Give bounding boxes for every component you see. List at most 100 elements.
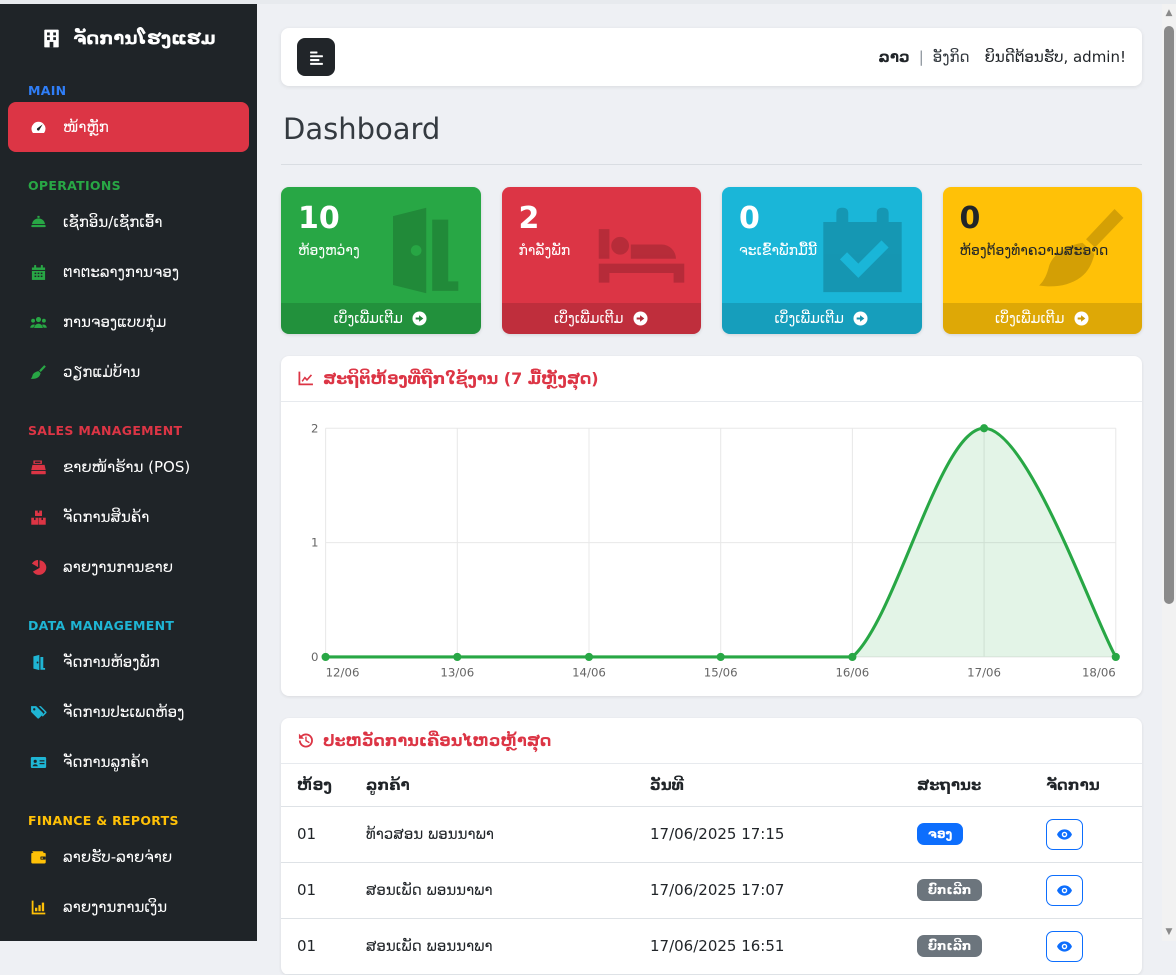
sidebar-item-label: ການຈອງແບບກຸ່ມ (63, 313, 167, 331)
sidebar-item-label: ຈັດການສິນຄ້າ (63, 508, 150, 526)
activity-column-header: ລູກຄ້າ (349, 763, 634, 807)
sidebar-item-label: ຈັດການຫ້ອງພັກ (63, 653, 160, 671)
concierge-bell-icon (28, 214, 48, 231)
sidebar-section-label: FINANCE & REPORTS (28, 813, 179, 828)
calendar-check-icon (815, 203, 910, 298)
id-card-icon (28, 754, 48, 771)
sidebar-item[interactable]: ໜ້າຫຼັກ (8, 102, 249, 152)
activity-panel-header: ປະຫວັດການເຄື່ອນໄຫວຫຼ້າສຸດ (281, 718, 1142, 764)
stat-card-more-link[interactable]: ເບິ່ງເພີ່ມເຕີມ (942, 303, 1142, 334)
stat-card-label: ກຳລັງພັກ (518, 243, 571, 259)
app-brand-label: ຈັດການໂຮງແຮມ (73, 28, 216, 49)
view-button[interactable] (1046, 874, 1084, 906)
sidebar-item[interactable]: ລາຍງານການຂາຍ (8, 542, 249, 592)
door-open-icon (28, 654, 48, 671)
stat-card-more-label: ເບິ່ງເພີ່ມເຕີມ (995, 310, 1065, 327)
chart-area: 0 1 2 12/06 13/06 14/06 15/06 16/06 17/06 18/06 (281, 402, 1142, 696)
eye-icon (1056, 826, 1073, 843)
activity-column-header: ຈັດການ (1030, 763, 1142, 807)
sidebar-item-label: ຂາຍໜ້າຮ້ານ (POS) (63, 458, 191, 476)
stat-card-more-link[interactable]: ເບິ່ງເພີ່ມເຕີມ (501, 303, 701, 334)
svg-text:18/06: 18/06 (1082, 665, 1116, 679)
sidebar-item[interactable]: ລາຍງານການເງິນ (8, 882, 249, 932)
stat-card: 0 ຈະເຂົ້າພັກມື້ນີ້ ເບິ່ງເພີ່ມເຕີມ (722, 187, 922, 334)
stat-card-more-label: ເບິ່ງເພີ່ມເຕີມ (333, 310, 404, 327)
cash-register-icon (28, 459, 48, 476)
stat-card-body: 2 ກຳລັງພັກ (502, 187, 702, 259)
activity-table-header-row: ຫ້ອງ ລູກຄ້າ ວັນທີ ສະຖານະ ຈັດການ (281, 763, 1142, 807)
page-title: Dashboard (283, 112, 441, 146)
stat-card: 0 ຫ້ອງຕ້ອງທຳຄວາມສະອາດ ເບິ່ງເພີ່ມເຕີມ (942, 187, 1142, 334)
actions-cell (1030, 918, 1142, 975)
room-cell: 01 (281, 862, 350, 919)
sidebar-item[interactable]: ຈັດການຫ້ອງພັກ (8, 637, 249, 687)
stat-card-more-link[interactable]: ເບິ່ງເພີ່ມເຕີມ (722, 303, 922, 334)
speedometer-icon (28, 119, 48, 136)
sidebar-item-label: ຈັດການປະເພດຫ້ອງ (63, 703, 185, 721)
arrow-circle-right-icon (1073, 310, 1090, 327)
vertical-scrollbar[interactable]: ▲ ▼ (1162, 4, 1176, 941)
language-current[interactable]: ລາວ (878, 48, 910, 66)
stat-card-value: 10 (298, 201, 340, 236)
sidebar-item[interactable]: ລາຍຮັບ-ລາຍຈ່າຍ (8, 832, 249, 882)
sidebar-section-label: DATA MANAGEMENT (28, 618, 175, 633)
language-switch-link[interactable]: ອັງກິດ (932, 48, 970, 66)
eye-icon (1056, 882, 1073, 899)
view-button[interactable] (1046, 818, 1084, 850)
top-strip (0, 0, 1176, 4)
topbar-right: ລາວ | ອັງກິດ ຍິນດີຕ້ອນຮັບ, admin! (878, 48, 1126, 66)
wallet-icon (28, 849, 48, 866)
sidebar-item[interactable]: ຂາຍໜ້າຮ້ານ (POS) (8, 442, 249, 492)
sidebar-item[interactable]: ຕາຕະລາງການຈອງ (8, 247, 249, 297)
scrollbar-up-arrow[interactable]: ▲ (1165, 8, 1173, 18)
chart-line-icon (297, 370, 314, 387)
sidebar-item[interactable]: ຈັດການລູກຄ້າ (8, 737, 249, 787)
scrollbar-down-arrow[interactable]: ▼ (1165, 927, 1173, 937)
stat-card: 10 ຫ້ອງຫວ່າງເບິ່ງເພີ່ມເຕີມ (281, 187, 481, 334)
activity-column-header: ຫ້ອງ (281, 763, 350, 807)
actions-cell (1030, 862, 1142, 919)
status-badge: ຍົກເລີກ (916, 879, 983, 902)
scrollbar-thumb[interactable] (1164, 26, 1174, 604)
sidebar-item-label: ວຽກແມ່ບ້ານ (63, 363, 141, 381)
sidebar-toggle-button[interactable] (297, 38, 335, 76)
status-cell: ຍົກເລີກ (900, 862, 1031, 919)
table-row: 01 ສອນເພັດ ພອນນາພາ 17/06/2025 17:07 ຍົກເລີກ (281, 862, 1142, 919)
view-button[interactable] (1046, 930, 1084, 962)
sidebar-item[interactable]: ຈັດການສິນຄ້າ (8, 492, 249, 542)
eye-icon (1056, 938, 1073, 955)
sidebar-item[interactable]: ວຽກແມ່ບ້ານ (8, 347, 249, 397)
sidebar-item-label: ຕາຕະລາງການຈອງ (63, 263, 180, 281)
stat-card-more-link[interactable]: ເບິ່ງເພີ່ມເຕີມ (281, 303, 481, 334)
sidebar-item[interactable]: ຈັດການປະເພດຫ້ອງ (8, 687, 249, 737)
table-row: 01 ທ້າວສອນ ພອນນາພາ 17/06/2025 17:15 ຈອງ (281, 806, 1142, 863)
activity-column-header: ວັນທີ (634, 763, 901, 807)
broom-icon (1035, 203, 1130, 298)
sidebar-item[interactable]: ເຊັກອິນ/ເຊັກເອົ້າ (8, 197, 249, 247)
title-divider (281, 164, 1142, 165)
room-cell: 01 (281, 806, 350, 863)
stat-card-value: 2 (518, 201, 540, 236)
stat-card-value: 0 (959, 201, 981, 236)
sidebar-section-label: MAIN (28, 83, 67, 98)
sidebar-item-label: ໜ້າຫຼັກ (63, 118, 109, 136)
stat-card-label: ຈະເຂົ້າພັກມື້ນີ້ (739, 243, 818, 259)
activity-column-header: ສະຖານະ (900, 763, 1031, 807)
svg-text:0: 0 (311, 650, 318, 664)
svg-text:16/06: 16/06 (835, 665, 869, 679)
stat-card: 2 ກຳລັງພັກເບິ່ງເພີ່ມເຕີມ (501, 187, 702, 334)
users-icon (28, 314, 48, 331)
svg-text:1: 1 (311, 536, 318, 550)
pie-chart-icon (28, 559, 48, 576)
svg-text:2: 2 (311, 421, 318, 435)
stat-card-label: ຫ້ອງຫວ່າງ (298, 243, 360, 259)
sidebar: ຈັດການໂຮງແຮມ MAIN ໜ້າຫຼັກ OPERATIONS ເຊັກອິ… (0, 4, 257, 941)
arrow-circle-right-icon (411, 310, 428, 327)
sidebar-item-label: ຈັດການລູກຄ້າ (63, 753, 149, 771)
sidebar-item[interactable]: ການຈອງແບບກຸ່ມ (8, 297, 249, 347)
date-cell: 17/06/2025 17:07 (634, 862, 901, 919)
sidebar-item-label: ລາຍງານການເງິນ (63, 898, 168, 916)
customer-cell: ທ້າວສອນ ພອນນາພາ (349, 806, 634, 863)
tags-icon (28, 704, 48, 721)
history-icon (297, 732, 314, 749)
